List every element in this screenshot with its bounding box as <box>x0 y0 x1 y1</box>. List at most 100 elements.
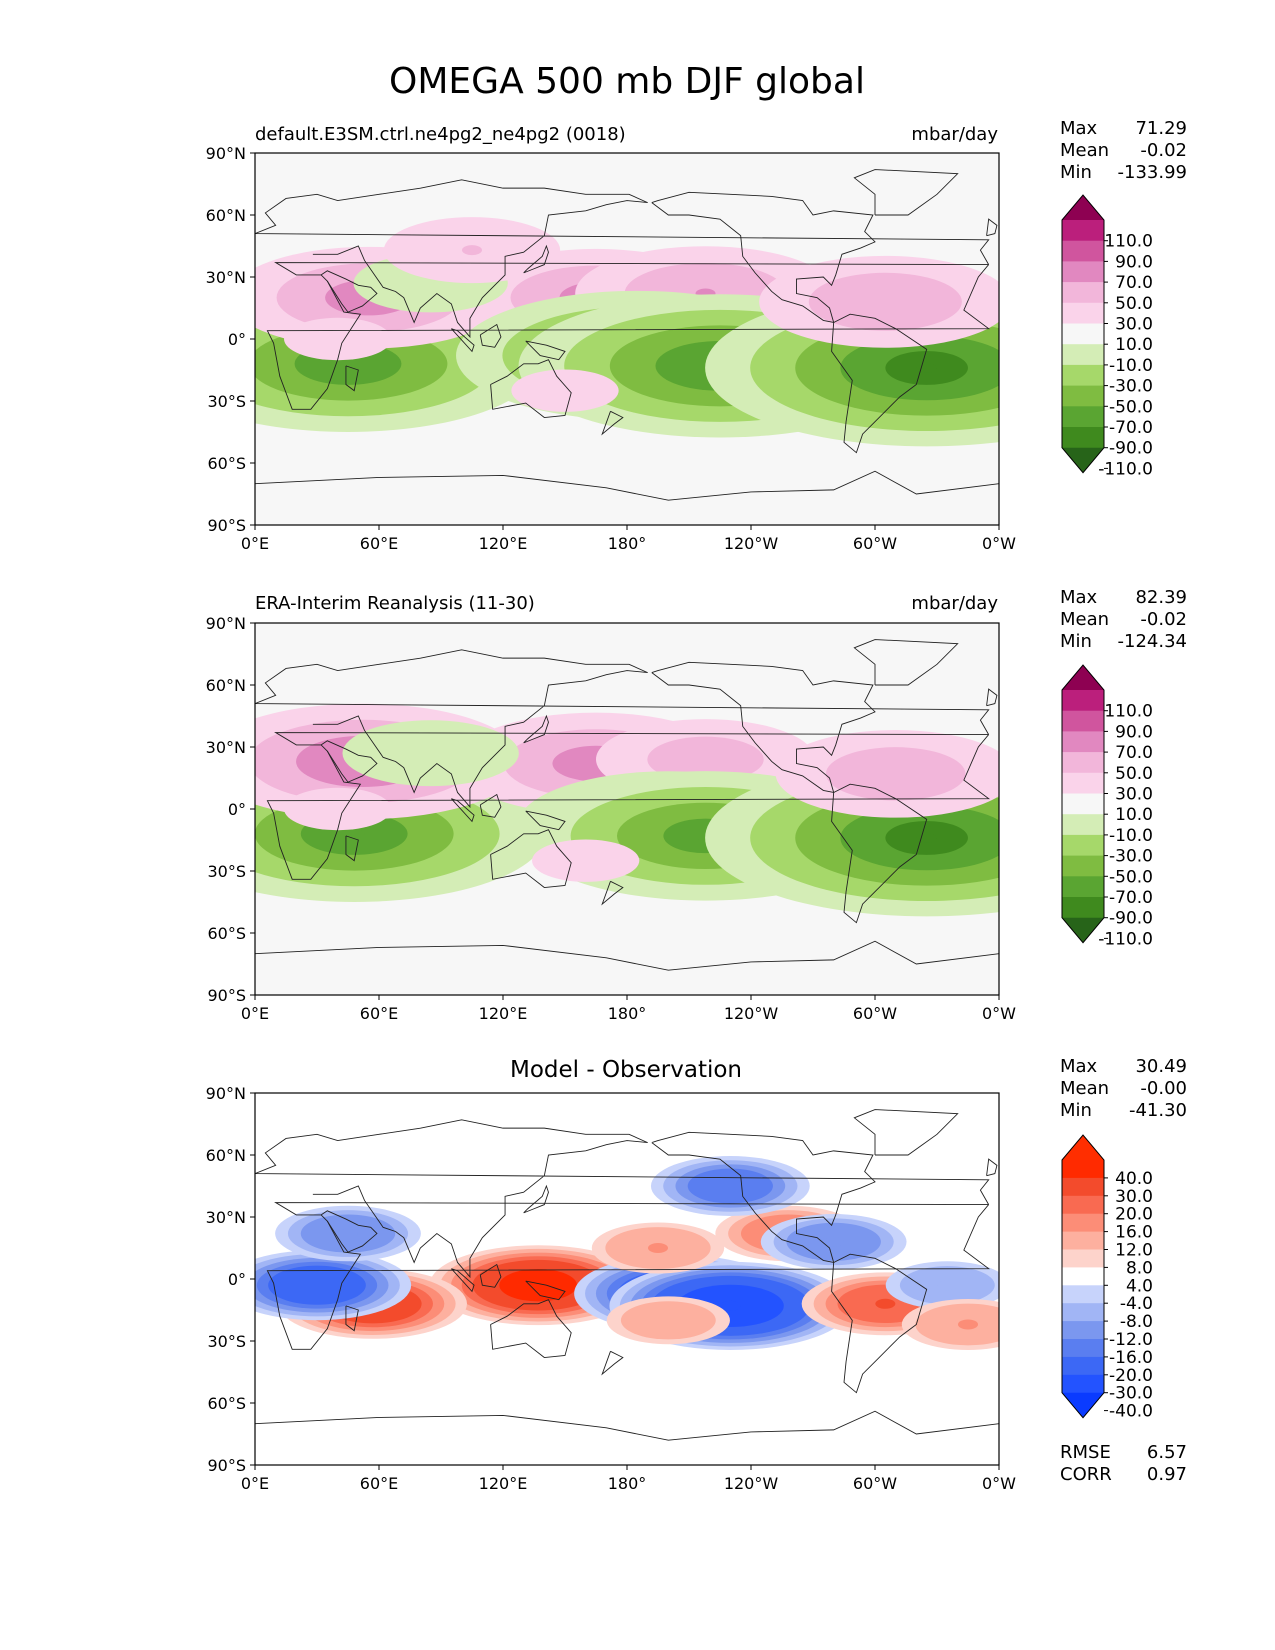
colorbar-extend-max <box>1062 1135 1104 1160</box>
x-tick-label: 60°W <box>853 1004 897 1023</box>
map-diff <box>255 1093 999 1465</box>
y-tick-label: 60°N <box>206 206 246 225</box>
contour-core-6 <box>916 362 937 373</box>
stat-min-label: Min <box>1060 631 1092 652</box>
colorbar-band <box>1062 220 1104 242</box>
y-tick-label: 60°N <box>206 676 246 695</box>
contour-core-7 <box>885 768 906 779</box>
coastline-8 <box>651 191 876 324</box>
y-tick-label: 0° <box>228 330 246 349</box>
colorbar-tick-label: 90.0 <box>1115 722 1153 742</box>
coastline-7 <box>523 714 549 744</box>
colorbar-tick-label: 8.0 <box>1126 1258 1153 1278</box>
coastline-3 <box>490 359 572 418</box>
x-tick-label: 0°W <box>982 1004 1016 1023</box>
colorbar-extend-min <box>1062 917 1104 943</box>
stat-mean-label: Mean <box>1060 609 1109 630</box>
colorbar-tick-label: 30.0 <box>1115 1187 1153 1207</box>
colorbar-tick-label: -110.0 <box>1098 929 1153 949</box>
colorbar-tick-label: -70.0 <box>1109 418 1153 438</box>
stat-max-label: Max <box>1060 1056 1098 1077</box>
colorbar-band <box>1062 1356 1104 1376</box>
panel-model: default.E3SM.ctrl.ne4pg2_ne4pg2 (0018) m… <box>206 118 1187 553</box>
colorbar-band <box>1062 1339 1104 1358</box>
contour-core-7 <box>648 1243 668 1253</box>
colorbar-band <box>1062 710 1104 732</box>
colorbar-band <box>1062 282 1104 304</box>
contour-core-9 <box>462 245 482 256</box>
colorbar-tick-label: 30.0 <box>1115 785 1153 805</box>
coastline-4 <box>525 1280 566 1301</box>
contour-core-13 <box>658 1315 679 1326</box>
contour-core-8 <box>720 1181 741 1191</box>
contour-core-0 <box>344 828 365 839</box>
contour-core-7 <box>875 296 896 307</box>
map-model <box>255 153 999 525</box>
colorbar-band <box>1062 344 1104 366</box>
axes-model: 0°E 60°E 120°E 180° 120°W 60°W 0°W 90°N 60°N 30°N… <box>206 144 1017 553</box>
colorbar-tick-label: -90.0 <box>1109 909 1153 929</box>
colorbar-band <box>1062 1321 1104 1340</box>
x-tick-label: 60°W <box>853 1474 897 1493</box>
coastlines <box>255 169 999 501</box>
colorbar-tick-label: 12.0 <box>1115 1241 1153 1261</box>
colorbar-tick-label: 20.0 <box>1115 1205 1153 1225</box>
coastline-13 <box>255 940 999 971</box>
colorbar-extend-max <box>1062 195 1104 220</box>
coastlines <box>255 1109 999 1441</box>
colorbar-tick-label: -70.0 <box>1109 888 1153 908</box>
coastline-11 <box>345 1305 359 1332</box>
colorbar-tick-label: 30.0 <box>1115 315 1153 335</box>
colorbar-band <box>1062 1267 1104 1286</box>
coastline-10 <box>831 1253 928 1394</box>
panel-obs-title: ERA-Interim Reanalysis (11-30) <box>255 593 535 614</box>
stat-mean-label: Mean <box>1060 140 1109 161</box>
y-tick-label: 90°N <box>206 614 246 633</box>
colorbar-band <box>1062 364 1104 387</box>
y-tick-label: 90°S <box>207 1456 246 1475</box>
coastline-9 <box>853 169 959 216</box>
contour-core-8 <box>420 748 441 759</box>
y-tick-label: 0° <box>228 1270 246 1289</box>
colorbar-tick-label: -40.0 <box>1109 1402 1153 1422</box>
coastline-14 <box>986 1158 998 1177</box>
x-tick-label: 120°E <box>479 534 528 553</box>
coastlines <box>255 639 999 971</box>
stat-min-label: Min <box>1060 1100 1092 1121</box>
colorbar-model: 110.090.070.050.030.010.0-10.0-30.0-50.0… <box>1061 194 1153 479</box>
y-tick-label: 30°S <box>207 862 246 881</box>
contour-core-9 <box>823 1236 844 1247</box>
y-tick-label: 60°S <box>207 454 246 473</box>
colorbar-tick-label: -20.0 <box>1109 1366 1153 1386</box>
colorbar-band <box>1062 690 1104 712</box>
y-tick-label: 60°N <box>206 1146 246 1165</box>
coastline-4 <box>525 340 566 361</box>
coastline-8 <box>651 1131 876 1264</box>
x-tick-label: 180° <box>608 1474 647 1493</box>
stat-min-value: -41.30 <box>1129 1100 1187 1121</box>
panel-model-units: mbar/day <box>911 124 998 145</box>
colorbar-band <box>1062 752 1104 774</box>
y-tick-label: 30°S <box>207 1332 246 1351</box>
contour-core-11 <box>937 1280 958 1291</box>
stat-min-value: -133.99 <box>1118 162 1187 183</box>
colorbar-band <box>1062 1303 1104 1322</box>
contour-core-6 <box>916 832 937 843</box>
coastline-2 <box>255 179 990 339</box>
coastline-6 <box>451 798 475 823</box>
panel-model-title: default.E3SM.ctrl.ne4pg2_ne4pg2 (0018) <box>255 124 626 145</box>
colorbar-band <box>1062 793 1104 815</box>
colorbar-extend-min <box>1062 1392 1104 1418</box>
stat-mean-value: -0.02 <box>1140 140 1187 161</box>
stat-max-label: Max <box>1060 587 1098 608</box>
stats-obs: Max 82.39 Mean -0.02 Min -124.34 <box>1060 587 1187 652</box>
colorbar-band <box>1062 427 1104 449</box>
contour-12-1 <box>915 1303 999 1346</box>
colorbar-obs: 110.090.070.050.030.010.0-10.0-30.0-50.0… <box>1061 664 1153 949</box>
coastline-13 <box>255 470 999 501</box>
x-tick-label: 120°E <box>479 1004 528 1023</box>
contour-core-11 <box>555 385 575 396</box>
x-tick-label: 0°E <box>241 1474 269 1493</box>
stat-mean-value: -0.02 <box>1140 609 1187 630</box>
colorbar-tick-label: -10.0 <box>1109 826 1153 846</box>
